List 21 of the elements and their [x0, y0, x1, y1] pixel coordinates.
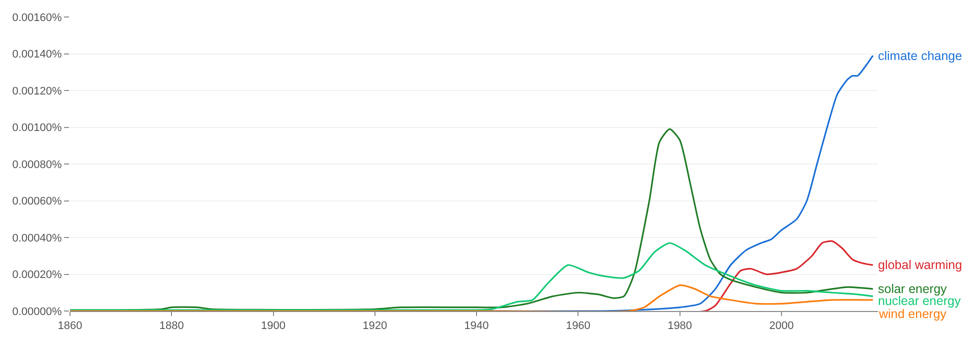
y-tick-label: 0.00020%	[12, 269, 62, 282]
x-tick-label: 1940	[464, 320, 489, 332]
x-tick-label: 2000	[769, 320, 794, 332]
series-label: wind energy	[878, 307, 948, 321]
x-tick-label: 1860	[58, 320, 82, 332]
y-tick-label: 0.00120%	[12, 85, 62, 98]
x-tick-label: 1920	[362, 320, 388, 332]
x-tick-label: 1980	[668, 320, 692, 332]
x-tick-label: 1900	[261, 320, 286, 332]
series-label: solar energy	[878, 282, 948, 296]
y-tick-label: 0.00080%	[12, 158, 62, 171]
y-tick-label: 0.00100%	[12, 122, 62, 134]
y-tick-label: 0.00140%	[12, 48, 62, 61]
y-tick-label: 0.00040%	[12, 232, 62, 244]
y-tick-label: 0.00160%	[12, 12, 62, 24]
x-tick-label: 1960	[566, 320, 590, 332]
series-label: global warming	[878, 258, 962, 272]
series-label: climate change	[878, 49, 962, 63]
y-tick-label: 0.00060%	[12, 196, 62, 208]
y-tick-label: 0.00000%	[12, 306, 62, 318]
x-tick-label: 1880	[159, 320, 184, 332]
